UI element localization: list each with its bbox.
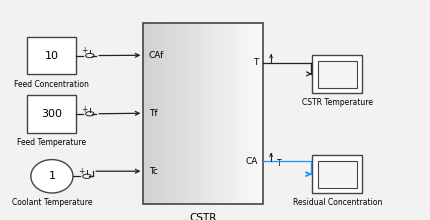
Text: 1: 1 — [49, 171, 55, 181]
FancyBboxPatch shape — [194, 23, 198, 204]
Text: 300: 300 — [41, 109, 62, 119]
Text: +: + — [81, 46, 87, 55]
Text: T: T — [252, 58, 258, 67]
FancyBboxPatch shape — [212, 23, 216, 204]
FancyBboxPatch shape — [246, 23, 249, 204]
FancyBboxPatch shape — [243, 23, 246, 204]
Text: CA: CA — [246, 157, 258, 166]
FancyBboxPatch shape — [261, 23, 264, 204]
FancyBboxPatch shape — [28, 95, 76, 133]
FancyBboxPatch shape — [312, 155, 362, 193]
Text: CSTR Temperature: CSTR Temperature — [302, 98, 373, 107]
Text: Residual Concentration: Residual Concentration — [292, 198, 382, 207]
FancyBboxPatch shape — [28, 37, 76, 74]
FancyBboxPatch shape — [237, 23, 240, 204]
FancyBboxPatch shape — [158, 23, 162, 204]
FancyBboxPatch shape — [200, 23, 204, 204]
FancyBboxPatch shape — [252, 23, 255, 204]
Text: CSTR: CSTR — [190, 213, 217, 220]
FancyBboxPatch shape — [191, 23, 195, 204]
FancyBboxPatch shape — [240, 23, 243, 204]
FancyBboxPatch shape — [176, 23, 180, 204]
FancyBboxPatch shape — [167, 23, 171, 204]
FancyBboxPatch shape — [258, 23, 261, 204]
Text: 10: 10 — [45, 51, 59, 60]
FancyBboxPatch shape — [218, 23, 222, 204]
Text: Coolant Temperature: Coolant Temperature — [12, 198, 92, 207]
Text: Tc: Tc — [149, 167, 158, 176]
FancyBboxPatch shape — [233, 23, 237, 204]
FancyBboxPatch shape — [230, 23, 234, 204]
FancyBboxPatch shape — [227, 23, 231, 204]
FancyBboxPatch shape — [249, 23, 252, 204]
FancyBboxPatch shape — [318, 61, 356, 88]
FancyBboxPatch shape — [173, 23, 177, 204]
Text: T: T — [277, 159, 282, 168]
FancyBboxPatch shape — [318, 161, 356, 188]
FancyBboxPatch shape — [215, 23, 219, 204]
FancyBboxPatch shape — [255, 23, 258, 204]
Text: CAf: CAf — [149, 51, 164, 60]
FancyBboxPatch shape — [155, 23, 159, 204]
FancyBboxPatch shape — [179, 23, 183, 204]
FancyBboxPatch shape — [164, 23, 168, 204]
FancyBboxPatch shape — [182, 23, 186, 204]
FancyBboxPatch shape — [161, 23, 165, 204]
FancyBboxPatch shape — [221, 23, 225, 204]
FancyBboxPatch shape — [312, 55, 362, 93]
FancyBboxPatch shape — [149, 23, 153, 204]
Text: Feed Concentration: Feed Concentration — [14, 80, 89, 89]
FancyBboxPatch shape — [152, 23, 156, 204]
FancyBboxPatch shape — [203, 23, 207, 204]
Text: Tf: Tf — [149, 109, 157, 118]
FancyBboxPatch shape — [224, 23, 228, 204]
FancyBboxPatch shape — [143, 23, 147, 204]
FancyBboxPatch shape — [185, 23, 189, 204]
Ellipse shape — [31, 160, 73, 193]
FancyBboxPatch shape — [206, 23, 210, 204]
FancyBboxPatch shape — [170, 23, 174, 204]
Text: Feed Temperature: Feed Temperature — [17, 138, 86, 147]
Text: +: + — [81, 104, 87, 114]
FancyBboxPatch shape — [188, 23, 192, 204]
FancyBboxPatch shape — [209, 23, 213, 204]
FancyBboxPatch shape — [197, 23, 201, 204]
FancyBboxPatch shape — [146, 23, 150, 204]
Text: +: + — [78, 167, 84, 176]
